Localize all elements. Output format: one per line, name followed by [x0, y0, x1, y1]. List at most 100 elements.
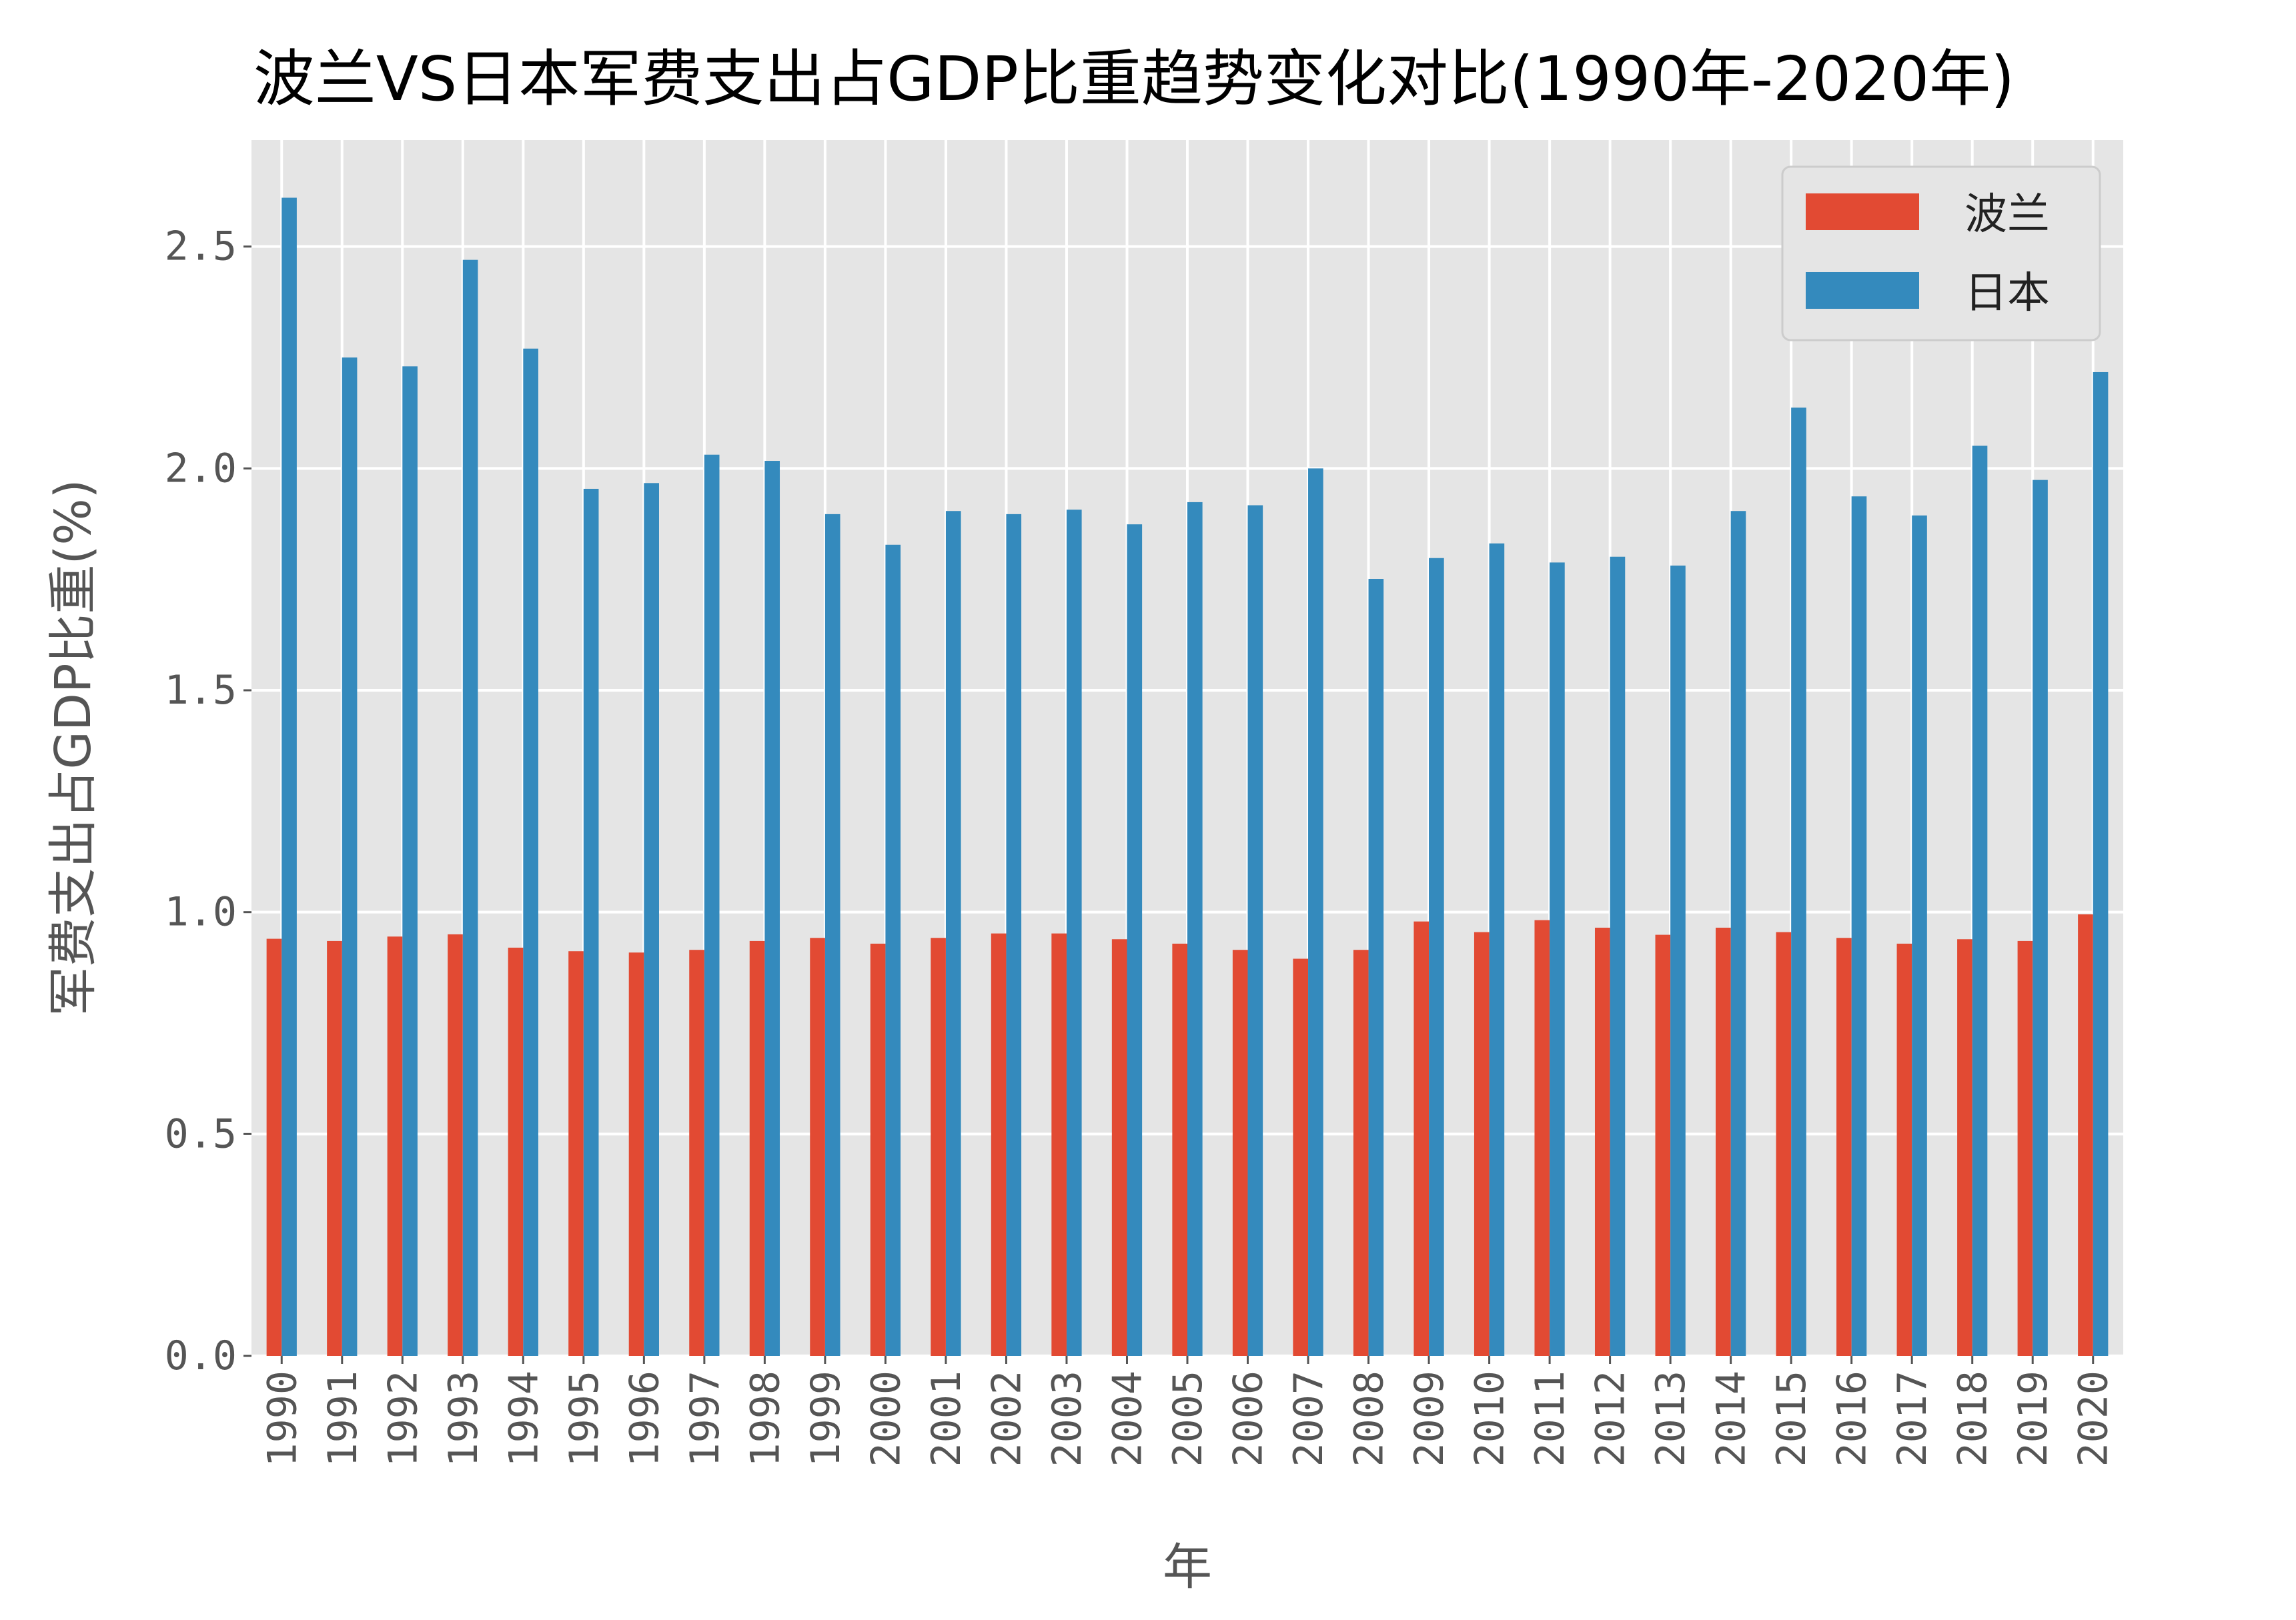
- x-tick-label: 2020: [2071, 1371, 2117, 1467]
- bar-poland-1994: [508, 947, 524, 1356]
- bar-japan-1999: [824, 514, 840, 1357]
- y-tick-label: 0.0: [165, 1333, 237, 1379]
- bar-japan-2004: [1127, 524, 1143, 1356]
- x-tick-label: 2014: [1708, 1371, 1755, 1467]
- x-tick-label: 2011: [1527, 1371, 1574, 1467]
- x-tick-label: 1996: [621, 1371, 668, 1467]
- legend-label-poland: 波兰: [1964, 190, 2050, 239]
- bar-japan-1995: [583, 488, 599, 1356]
- bar-japan-1994: [523, 348, 538, 1357]
- y-tick-label: 1.5: [165, 667, 237, 714]
- bar-poland-2019: [2017, 940, 2033, 1356]
- chart-title: 波兰VS日本军费支出占GDP比重趋势变化对比(1990年-2020年): [253, 43, 2015, 115]
- bar-japan-1990: [281, 197, 297, 1357]
- legend-label-japan: 日本: [1964, 269, 2050, 318]
- bar-poland-2005: [1172, 943, 1187, 1356]
- x-axis-label: 年: [1163, 1539, 1212, 1596]
- y-tick-label: 0.5: [165, 1110, 237, 1157]
- bar-poland-2012: [1594, 927, 1610, 1356]
- legend-swatch-japan: [1806, 272, 1919, 309]
- bar-japan-2015: [1791, 408, 1806, 1356]
- x-tick-label: 2010: [1467, 1371, 1514, 1467]
- bar-japan-2013: [1670, 566, 1686, 1356]
- bar-japan-2016: [1851, 496, 1867, 1356]
- bar-poland-1991: [327, 940, 342, 1356]
- x-tick-label: 2019: [2010, 1371, 2057, 1467]
- bar-japan-2019: [2033, 480, 2048, 1356]
- bar-poland-1996: [628, 952, 644, 1356]
- bar-poland-2009: [1413, 921, 1429, 1356]
- y-tick-label: 1.0: [165, 889, 237, 936]
- bar-japan-2017: [1912, 515, 1927, 1356]
- bar-japan-2020: [2093, 371, 2109, 1356]
- x-tick-label: 1997: [682, 1371, 728, 1467]
- bar-poland-1990: [266, 938, 282, 1356]
- x-tick-label: 2006: [1225, 1371, 1272, 1467]
- x-tick-label: 1999: [802, 1371, 849, 1467]
- bar-japan-1992: [402, 366, 418, 1356]
- bar-japan-2012: [1610, 556, 1626, 1356]
- bar-poland-1995: [568, 951, 584, 1356]
- bar-poland-1997: [689, 950, 704, 1356]
- bar-japan-2000: [885, 544, 901, 1356]
- x-tick-label: 1993: [440, 1371, 487, 1467]
- bar-japan-2005: [1187, 502, 1203, 1357]
- bar-japan-2003: [1066, 510, 1082, 1356]
- bar-japan-2009: [1429, 558, 1444, 1356]
- bar-poland-2014: [1716, 927, 1731, 1356]
- bar-poland-2020: [2078, 914, 2093, 1356]
- bar-japan-1996: [644, 483, 659, 1357]
- x-tick-label: 1994: [500, 1371, 547, 1467]
- x-tick-label: 1992: [380, 1371, 426, 1467]
- bar-poland-2004: [1111, 939, 1127, 1356]
- x-tick-label: 1998: [742, 1371, 788, 1467]
- bar-poland-1993: [448, 934, 463, 1356]
- bar-poland-2015: [1776, 932, 1792, 1356]
- legend: 波兰 日本: [1781, 165, 2101, 341]
- legend-swatch-poland: [1806, 193, 1919, 230]
- x-tick-label: 2002: [983, 1371, 1030, 1467]
- bar-japan-2018: [1972, 446, 1988, 1356]
- bar-poland-1992: [387, 936, 403, 1356]
- bar-japan-2014: [1730, 511, 1746, 1356]
- x-tick-label: 2017: [1889, 1371, 1936, 1467]
- bar-poland-2001: [931, 938, 946, 1356]
- x-tick-label: 2013: [1648, 1371, 1694, 1467]
- x-tick-label: 2001: [923, 1371, 970, 1467]
- x-tick-label: 2004: [1104, 1371, 1151, 1467]
- x-tick-label: 1991: [320, 1371, 366, 1467]
- y-axis-label: 军费支出占GDP比重(%): [45, 479, 102, 1016]
- bar-poland-2002: [991, 933, 1007, 1356]
- bar-japan-2001: [945, 511, 961, 1356]
- x-tick-label: 2005: [1165, 1371, 1211, 1467]
- x-tick-label: 2012: [1588, 1371, 1634, 1467]
- x-tick-label: 2016: [1829, 1371, 1876, 1467]
- bar-japan-2006: [1247, 505, 1263, 1356]
- bar-poland-2007: [1293, 958, 1309, 1356]
- x-tick-label: 2015: [1768, 1371, 1815, 1467]
- bar-poland-1998: [749, 940, 765, 1356]
- bar-poland-2000: [870, 943, 886, 1356]
- x-tick-label: 2009: [1406, 1371, 1453, 1467]
- x-tick-label: 2018: [1950, 1371, 1996, 1467]
- bar-japan-2010: [1489, 543, 1505, 1356]
- bar-japan-2008: [1368, 579, 1384, 1357]
- bar-poland-2016: [1836, 938, 1852, 1356]
- bar-poland-2013: [1655, 934, 1671, 1356]
- y-tick-label: 2.0: [165, 445, 237, 492]
- bar-japan-1997: [704, 454, 720, 1356]
- bar-poland-2003: [1051, 933, 1067, 1356]
- x-tick-label: 2003: [1044, 1371, 1091, 1467]
- bar-japan-2011: [1550, 562, 1565, 1356]
- bar-japan-2007: [1308, 468, 1323, 1357]
- bar-japan-2002: [1006, 514, 1022, 1357]
- bar-poland-2011: [1534, 920, 1550, 1356]
- bar-japan-1993: [462, 259, 478, 1356]
- x-tick-label: 2000: [863, 1371, 909, 1467]
- x-tick-label: 2007: [1285, 1371, 1332, 1467]
- bar-poland-2008: [1353, 950, 1369, 1356]
- x-tick-label: 2008: [1346, 1371, 1393, 1467]
- bar-poland-2010: [1474, 932, 1490, 1356]
- x-tick-label: 1990: [259, 1371, 306, 1467]
